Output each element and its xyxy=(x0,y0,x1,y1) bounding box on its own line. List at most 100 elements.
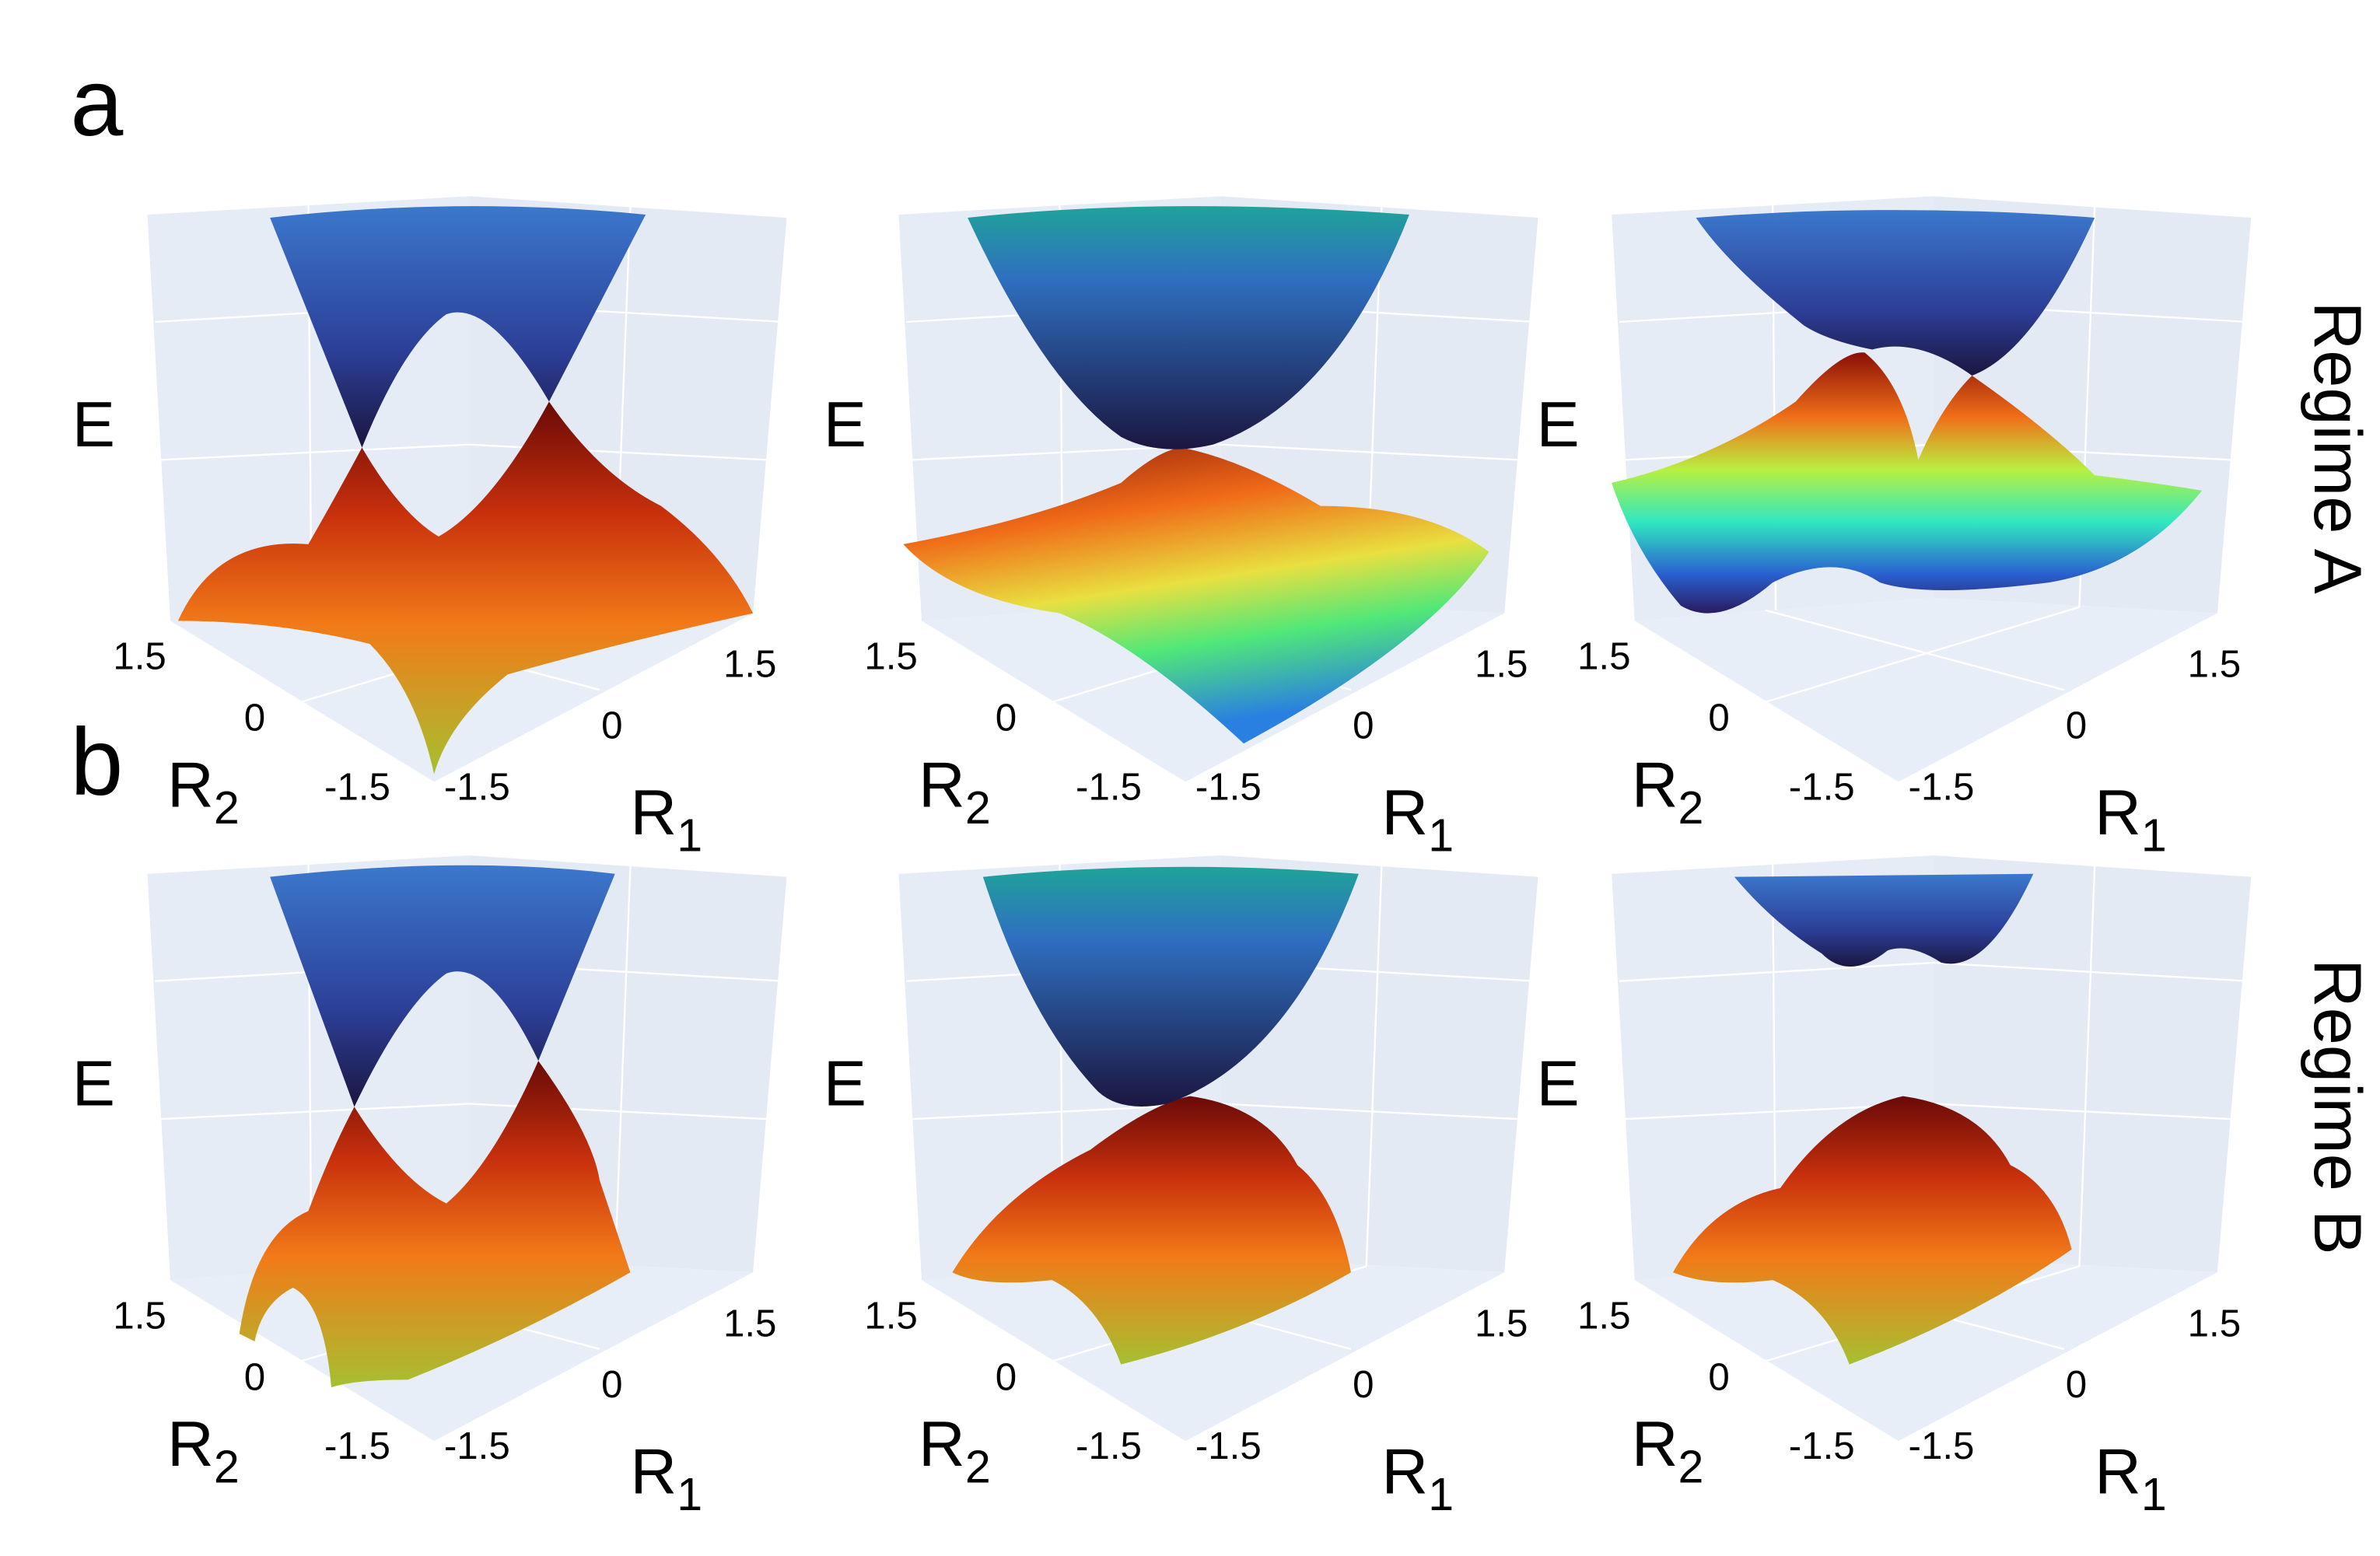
axis-label-base: R xyxy=(630,1435,677,1507)
surface-plot: E1.50-1.5 -1.501.5R2 R1 xyxy=(1537,196,2252,861)
x-tick-label: 0 xyxy=(2066,1363,2087,1406)
grid-line xyxy=(469,443,768,461)
grid-line xyxy=(1764,606,2080,704)
grid-line xyxy=(1934,1103,2233,1121)
floor xyxy=(922,1257,1505,1442)
grid-line xyxy=(1220,1103,1520,1121)
x-tick-label: 1.5 xyxy=(1475,1302,1528,1344)
y-tick-label: 0 xyxy=(1708,1355,1729,1398)
lower-band xyxy=(903,447,1489,744)
x-tick-label: 1.5 xyxy=(1475,643,1528,686)
axis-label-sub: 2 xyxy=(965,1440,991,1492)
axis-label-base: R xyxy=(1381,1435,1428,1507)
y-tick-label: -1.5 xyxy=(324,765,390,808)
axis-label-base: R xyxy=(1381,776,1428,848)
axis-label-sub: 1 xyxy=(677,1468,702,1520)
x-tick-label: -1.5 xyxy=(444,765,510,808)
axis-label-sub: 2 xyxy=(214,1440,240,1492)
y-tick-label: 0 xyxy=(996,697,1017,740)
y-tick-label: 1.5 xyxy=(113,1294,166,1337)
z-axis-label: E xyxy=(824,1047,866,1120)
grid-line xyxy=(159,1103,470,1121)
x-tick-label: 0 xyxy=(601,1363,622,1406)
axis-label-base: R xyxy=(919,748,965,820)
axis-label-sub: 2 xyxy=(214,781,240,834)
upper-band xyxy=(968,206,1409,449)
y-label: R2 xyxy=(919,1407,991,1492)
y-label: R2 xyxy=(919,748,991,833)
axis-label-base: R xyxy=(167,1407,214,1480)
axis-label-sub: 2 xyxy=(1678,781,1704,834)
x-tick-label: 0 xyxy=(1353,1363,1374,1406)
axis-label-base: R xyxy=(2095,1435,2141,1507)
axis-label-base: R xyxy=(630,776,677,848)
grid-line xyxy=(614,865,632,1267)
lower-band xyxy=(1673,1096,2072,1365)
grid-line xyxy=(1764,609,2065,691)
y-label: R2 xyxy=(1632,1407,1704,1492)
lower-band xyxy=(1612,352,2203,614)
z-axis-label: E xyxy=(72,388,115,460)
y-tick-label: -1.5 xyxy=(1789,1425,1855,1467)
y-tick-label: 0 xyxy=(1708,697,1729,740)
surface-plot: E1.50-1.5 -1.501.5R2 R1 xyxy=(1537,855,2252,1520)
x-tick-label: 0 xyxy=(601,704,622,747)
y-tick-label: 0 xyxy=(996,1355,1017,1398)
lower-band xyxy=(177,401,754,775)
grid-line xyxy=(1365,865,1383,1267)
upper-band xyxy=(270,865,615,1107)
lower-band xyxy=(952,1096,1351,1365)
x-tick-label: 0 xyxy=(2066,704,2087,747)
panel-letter: a xyxy=(70,49,123,156)
grid-line xyxy=(1619,961,1934,982)
x-tick-label: -1.5 xyxy=(1195,1425,1262,1467)
y-tick-label: 0 xyxy=(244,697,265,740)
axis-label-sub: 1 xyxy=(677,809,702,861)
x-label: R1 xyxy=(630,1435,702,1519)
y-tick-label: -1.5 xyxy=(1076,765,1142,808)
z-axis-label: E xyxy=(1537,388,1580,460)
axis-label-sub: 1 xyxy=(2141,809,2167,861)
y-label: R2 xyxy=(167,1407,240,1492)
axis-label-sub: 1 xyxy=(1428,1468,1454,1520)
surface-plot: E1.50-1.5 -1.501.5R2 R1 xyxy=(824,196,1538,861)
y-tick-label: 1.5 xyxy=(864,1294,918,1337)
y-tick-label: -1.5 xyxy=(324,1425,390,1467)
y-tick-label: -1.5 xyxy=(1076,1425,1142,1467)
axis-label-sub: 1 xyxy=(1428,809,1454,861)
regime-label: Regime B xyxy=(2300,959,2375,1255)
upper-band xyxy=(270,206,646,448)
y-tick-label: 1.5 xyxy=(864,635,918,678)
y-tick-label: 0 xyxy=(244,1355,265,1398)
x-tick-label: 1.5 xyxy=(2188,643,2242,686)
y-label: R2 xyxy=(167,748,240,833)
x-tick-label: 0 xyxy=(1353,704,1374,747)
x-label: R1 xyxy=(1381,776,1454,861)
axis-label-sub: 2 xyxy=(1678,1440,1704,1492)
x-tick-label: 1.5 xyxy=(723,1302,777,1344)
surface-plot: E 1.5 0 -1.5 -1.5 0 1.5 R2 R1 xyxy=(824,855,1538,1520)
x-tick-label: -1.5 xyxy=(1909,765,1975,808)
grid-line xyxy=(1220,443,1520,461)
z-axis-label: E xyxy=(824,388,866,460)
x-tick-label: -1.5 xyxy=(1195,765,1262,808)
regime-label: Regime A xyxy=(2300,302,2375,594)
x-tick-label: -1.5 xyxy=(444,1425,510,1467)
axis-label-sub: 1 xyxy=(2141,1468,2167,1520)
axis-label-base: R xyxy=(1632,1407,1678,1480)
y-tick-label: 1.5 xyxy=(1577,1294,1630,1337)
y-tick-label: -1.5 xyxy=(1789,765,1855,808)
x-tick-label: -1.5 xyxy=(1909,1425,1975,1467)
grid-line xyxy=(2078,865,2096,1267)
upper-band xyxy=(1696,210,2095,376)
surface-plot: E1.50-1.5 -1.501.5R2 R1 xyxy=(72,855,787,1520)
z-axis-label: E xyxy=(72,1047,115,1120)
upper-band xyxy=(1734,873,2034,967)
axis-label-base: R xyxy=(2095,776,2141,848)
floor xyxy=(1634,1257,2217,1442)
axis-label-sub: 2 xyxy=(965,781,991,834)
y-tick-label: 1.5 xyxy=(1577,635,1630,678)
floor xyxy=(1634,597,2217,782)
